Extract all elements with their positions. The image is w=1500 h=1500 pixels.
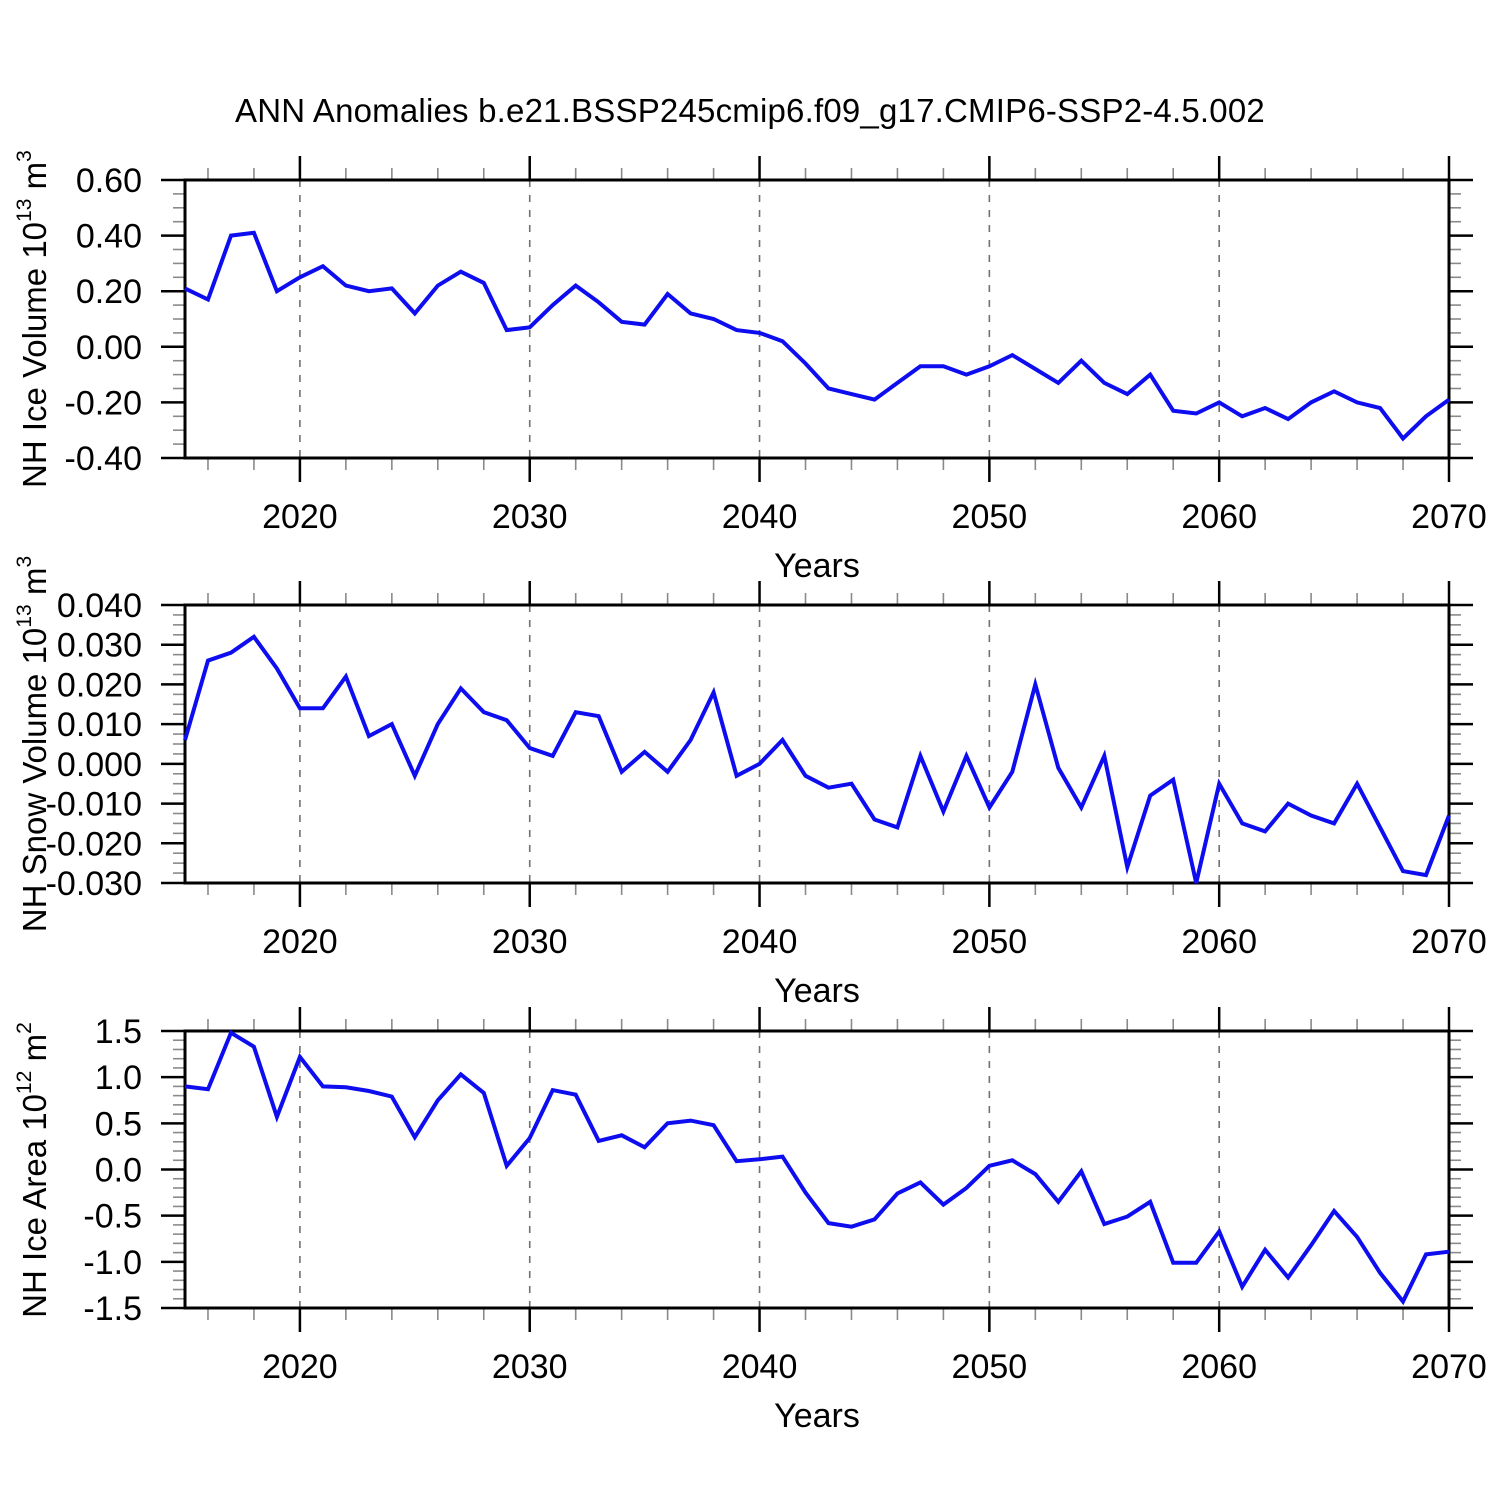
y-tick-label: -1.0: [83, 1244, 142, 1282]
x-axis-label-years-panel-3: Years: [774, 1397, 860, 1435]
y-axis-label-text: NH Snow Volume 10: [16, 627, 53, 933]
x-tick-label: 2030: [492, 923, 568, 961]
y-tick-label: -0.010: [46, 786, 142, 824]
y-tick-label: 0.040: [57, 587, 142, 625]
y-tick-label: 0.60: [76, 162, 142, 200]
y-tick-label: 0.010: [57, 706, 142, 744]
y-tick-label: 0.000: [57, 746, 142, 784]
x-tick-label: 2050: [952, 1348, 1028, 1386]
plot-frame: [183, 1029, 1451, 1310]
x-tick-label: 2020: [262, 498, 338, 536]
y-tick-label: 0.20: [76, 273, 142, 311]
x-tick-label: 2030: [492, 1348, 568, 1386]
y-tick-label: 0.030: [57, 627, 142, 665]
data-line-nh-ice-area: [184, 1029, 1450, 1306]
chart-title: ANN Anomalies b.e21.BSSP245cmip6.f09_g17…: [235, 92, 1265, 129]
y-tick-label: 0.40: [76, 218, 142, 256]
y-axis-label-unit-exponent: 2: [12, 1022, 36, 1034]
y-tick-label: -0.20: [65, 384, 143, 422]
y-axis-label-nh-ice-area: NH Ice Area 1012 m2: [7, 910, 53, 1430]
x-axis-label-years-panel-2: Years: [774, 972, 860, 1010]
y-axis-label-text: NH Ice Area 10: [16, 1094, 53, 1318]
y-axis-label-unit-exponent: 3: [12, 150, 36, 162]
y-axis-label-unit: m: [16, 1033, 53, 1071]
x-tick-label: 2040: [722, 1348, 798, 1386]
y-tick-label: 0.0: [95, 1152, 142, 1190]
y-tick-label: 0.00: [76, 329, 142, 367]
x-tick-label: 2060: [1181, 1348, 1257, 1386]
data-line-nh-ice-volume: [184, 230, 1451, 442]
x-tick-label: 2070: [1411, 498, 1487, 536]
x-tick-label: 2060: [1181, 498, 1257, 536]
x-tick-label: 2070: [1411, 923, 1487, 961]
y-axis-label-text: NH Ice Volume 10: [16, 221, 53, 488]
data-line-nh-snow-volume: [183, 634, 1451, 884]
y-tick-label: -0.020: [46, 825, 142, 863]
plot-frame: [183, 178, 1451, 460]
y-tick-label: 0.020: [57, 666, 142, 704]
x-tick-label: 2040: [722, 498, 798, 536]
plot-frame: [183, 603, 1451, 885]
x-tick-label: 2040: [722, 923, 798, 961]
y-tick-label: 0.5: [95, 1105, 142, 1143]
x-tick-label: 2050: [952, 498, 1028, 536]
x-axis-label-years-panel-1: Years: [774, 547, 860, 585]
panel-nh-ice-area: 2020 2030 2040 2050 2060 2070 1.5 1.0 0.5 0.0 -0.5…: [83, 1007, 1487, 1386]
panel-nh-ice-volume: 2020 2030 2040 2050 2060 2070 0.60 0.40 0.20 0.00…: [65, 156, 1487, 536]
y-axis-label-unit: m: [16, 567, 53, 605]
x-tick-label: 2070: [1411, 1348, 1487, 1386]
y-axis-label-unit: m: [16, 161, 53, 199]
y-axis-label-unit-exponent: 3: [12, 555, 36, 568]
y-tick-label: -0.030: [46, 865, 142, 903]
x-tick-label: 2050: [952, 923, 1028, 961]
x-tick-label: 2030: [492, 498, 568, 536]
y-tick-label: 1.5: [95, 1013, 142, 1051]
x-tick-label: 2020: [262, 1348, 338, 1386]
y-tick-label: -1.5: [83, 1290, 142, 1328]
y-tick-label: -0.40: [65, 440, 143, 478]
panel-nh-snow-volume: 2020 2030 2040 2050 2060 20700.0400.0300.0200…: [46, 581, 1487, 961]
y-tick-label: -0.5: [83, 1198, 142, 1236]
y-tick-label: 1.0: [95, 1059, 142, 1097]
y-axis-label-exponent: 13: [12, 198, 36, 222]
y-axis-label-exponent: 12: [12, 1070, 36, 1095]
x-tick-label: 2020: [262, 923, 338, 961]
y-axis-label-exponent: 13: [12, 604, 36, 628]
x-tick-label: 2060: [1181, 923, 1257, 961]
